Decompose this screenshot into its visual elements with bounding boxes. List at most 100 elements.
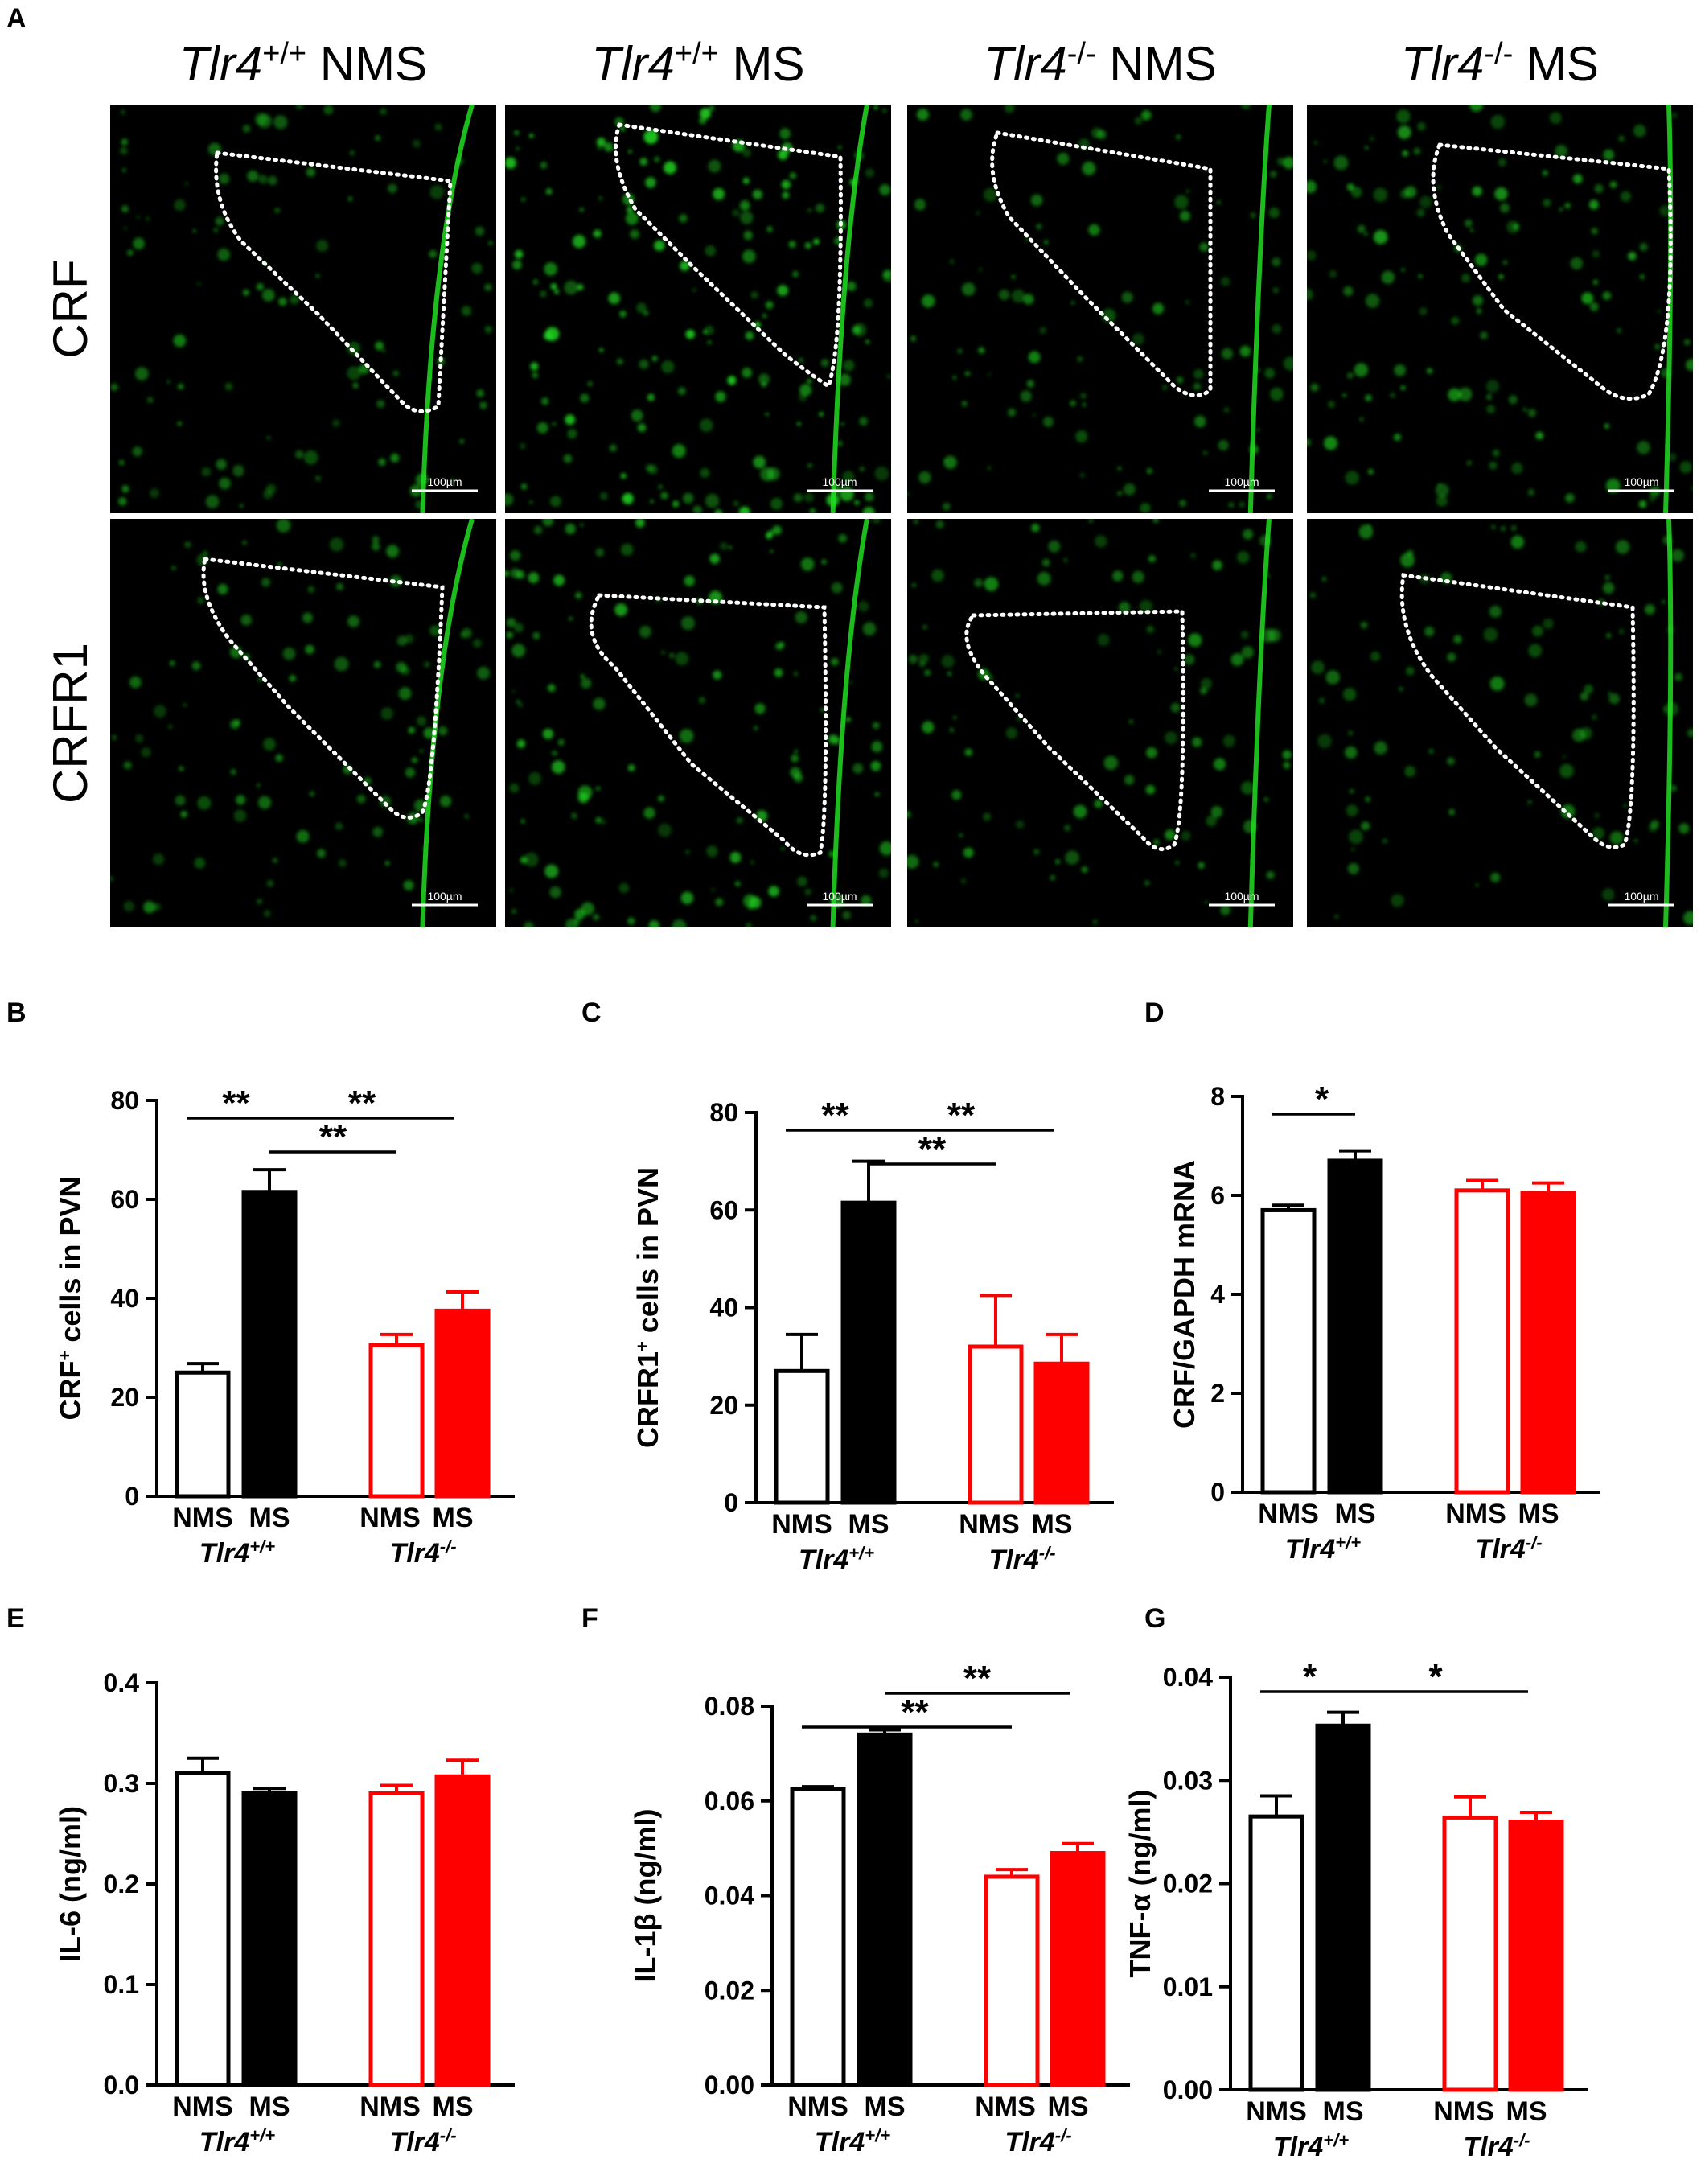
- x-group-label: Tlr4-/-: [1005, 2125, 1071, 2158]
- group-genotype: -/-: [1055, 2125, 1072, 2145]
- group-gene: Tlr4: [389, 2127, 439, 2157]
- y-axis-label: CRF/GAPDH mRNA: [1168, 1160, 1201, 1429]
- chart-e: E0.00.10.20.30.4IL-6 (ng/ml)NMS MS NMS MSTl…: [6, 1603, 515, 2157]
- bar: [1315, 1723, 1371, 2092]
- pvn-outline: [990, 130, 1213, 397]
- pvn-outline: [964, 609, 1185, 852]
- bar: [368, 1791, 425, 2087]
- micrograph-column-title: Tlr4+/+ MS: [592, 37, 805, 91]
- x-category-label: MS: [1335, 1499, 1376, 1529]
- chart-f: F 0.00 0.02 0.04 0.06 0.08 IL-1β (ng/ml) NMS MS N…: [581, 1603, 1130, 2157]
- panel-letter: E: [6, 1603, 25, 1634]
- y-tick-label: 0.02: [1163, 1869, 1213, 1898]
- micrograph-column-title: Tlr4-/- NMS: [984, 37, 1216, 91]
- column-gene: Tlr4: [592, 37, 675, 91]
- y-tick-label: 0.1: [104, 1970, 139, 1999]
- y-tick-label: 0.08: [705, 1692, 754, 1721]
- column-group: MS: [1513, 37, 1599, 91]
- y-tick-label: 40: [110, 1284, 139, 1313]
- panel-letter: D: [1144, 997, 1165, 1028]
- y-tick-label: 20: [110, 1383, 139, 1412]
- pvn-outline: [614, 122, 843, 389]
- x-category-label: MS: [1032, 1509, 1073, 1540]
- x-category-label: MS: [1323, 2096, 1364, 2127]
- group-gene: Tlr4: [1285, 1534, 1335, 1565]
- x-category-label: MS: [1506, 2096, 1547, 2127]
- x-category-label: NMS: [1258, 1499, 1319, 1529]
- y-label-rest: cells in PVN: [631, 1167, 664, 1341]
- y-label-main: IL-1β (ng/ml): [629, 1809, 662, 1983]
- significance-label: **: [222, 1084, 250, 1123]
- bar: [241, 1190, 298, 1499]
- micrograph-row-label: CRF: [43, 259, 97, 358]
- significance-label: **: [918, 1129, 947, 1169]
- significance-label: **: [963, 1659, 992, 1698]
- y-tick-label: 6: [1210, 1181, 1225, 1210]
- significance-label: **: [947, 1096, 976, 1135]
- bar: [175, 1370, 231, 1499]
- micrograph-row-label: CRFR1: [43, 643, 97, 804]
- y-axis-label: TNF-α (ng/ml): [1124, 1789, 1157, 1977]
- column-genotype: -/-: [1484, 37, 1513, 71]
- x-category-label: MS: [249, 1503, 290, 1533]
- x-group-label: Tlr4-/-: [1475, 1532, 1542, 1565]
- bar: [1033, 1361, 1090, 1505]
- significance-label: **: [348, 1084, 376, 1123]
- y-axis-label: IL-1β (ng/ml): [629, 1809, 662, 1983]
- micrograph-crfr1-1: 100µm: [110, 519, 496, 927]
- y-tick-label: 0.01: [1163, 1972, 1213, 2001]
- y-tick-label: 4: [1210, 1280, 1225, 1309]
- group-genotype: -/-: [440, 1536, 457, 1557]
- y-label-main: CRFR1: [631, 1351, 664, 1448]
- bar: [1260, 1207, 1317, 1495]
- micrograph-crf-4: 100µm: [1307, 105, 1693, 513]
- x-group-label: Tlr4+/+: [1285, 1532, 1361, 1565]
- scale-bar-label: 100µm: [1624, 890, 1658, 903]
- micrograph-crfr1-3: 100µm: [907, 519, 1293, 927]
- bar: [857, 1732, 913, 2087]
- micrograph-crf-2: 100µm: [505, 105, 891, 513]
- group-genotype: +/+: [249, 1536, 275, 1557]
- micrograph-column-title: Tlr4-/- MS: [1401, 37, 1599, 91]
- y-label-main: CRF/GAPDH mRNA: [1168, 1160, 1201, 1429]
- y-label-main: CRF: [54, 1360, 87, 1420]
- y-label-main: TNF-α (ng/ml): [1124, 1789, 1157, 1977]
- bar: [1520, 1191, 1576, 1495]
- group-genotype: -/-: [1039, 1543, 1056, 1563]
- group-gene: Tlr4: [199, 1538, 249, 1569]
- y-tick-label: 0: [724, 1488, 738, 1517]
- bar: [790, 1787, 846, 2087]
- y-tick-label: 0.06: [705, 1787, 754, 1816]
- y-tick-label: 2: [1210, 1379, 1225, 1408]
- micrograph-column-title: Tlr4+/+ NMS: [179, 37, 427, 91]
- bar: [1454, 1188, 1510, 1495]
- micrograph-crf-1: 100µm: [110, 105, 496, 513]
- x-category-label: MS: [1048, 2091, 1089, 2122]
- group-gene: Tlr4: [199, 2127, 249, 2157]
- x-category-label: MS: [433, 2091, 474, 2122]
- column-gene: Tlr4: [1401, 37, 1484, 91]
- x-category-label: MS: [1518, 1499, 1559, 1529]
- x-group-label: Tlr4+/+: [199, 1536, 275, 1569]
- column-genotype: +/+: [262, 37, 306, 71]
- x-category-label: MS: [249, 2091, 290, 2122]
- y-tick-label: 8: [1210, 1082, 1225, 1111]
- panel-letter: F: [581, 1603, 598, 1634]
- x-group-label: Tlr4-/-: [988, 1543, 1055, 1576]
- y-tick-label: 0.03: [1163, 1766, 1213, 1795]
- pvn-outline: [1399, 573, 1636, 849]
- y-axis-label: IL-6 (ng/ml): [54, 1806, 87, 1962]
- scale-bar-label: 100µm: [1224, 475, 1259, 488]
- y-tick-label: 0.3: [104, 1769, 139, 1798]
- y-tick-label: 60: [110, 1185, 139, 1214]
- panel-letter-a: A: [6, 3, 27, 34]
- y-tick-label: 0.00: [705, 2071, 754, 2100]
- y-axis-label: CRF+ cells in PVN: [54, 1177, 87, 1421]
- x-group-label: Tlr4+/+: [199, 2125, 275, 2158]
- x-category-label: NMS: [1445, 1499, 1506, 1529]
- scale-bar-label: 100µm: [1224, 890, 1259, 903]
- x-category-label: NMS: [172, 1503, 233, 1533]
- x-category-label: MS: [865, 2091, 906, 2122]
